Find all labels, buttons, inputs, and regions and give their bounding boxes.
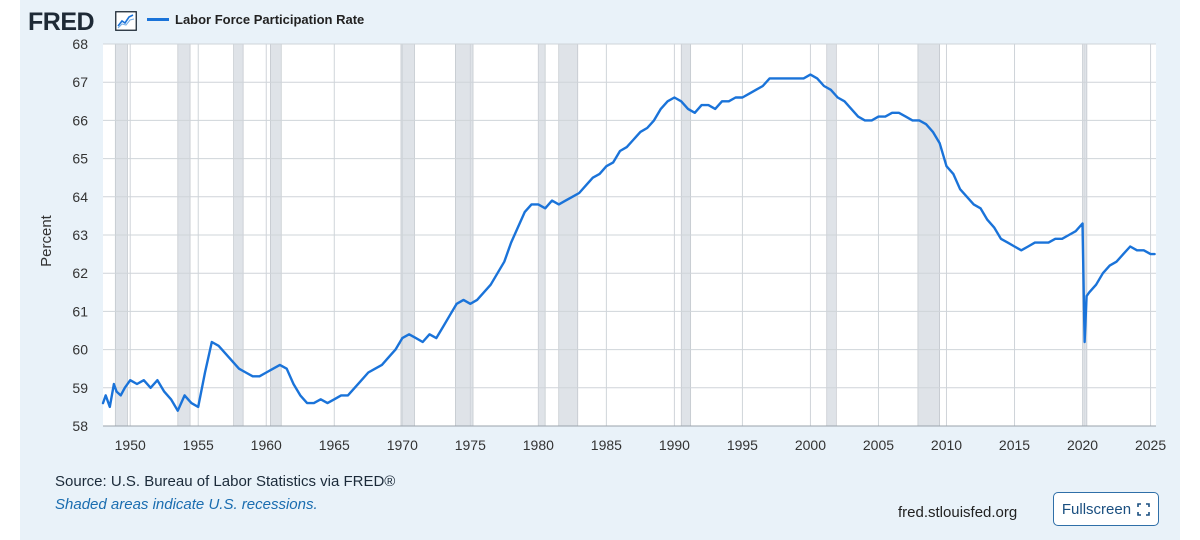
recession-note: Shaded areas indicate U.S. recessions. xyxy=(55,496,318,513)
fullscreen-icon xyxy=(1137,502,1150,516)
fullscreen-button[interactable]: Fullscreen xyxy=(1053,492,1159,526)
x-tick-label: 1985 xyxy=(591,437,622,453)
x-tick-label: 1995 xyxy=(727,437,758,453)
y-tick-label: 66 xyxy=(72,112,88,128)
y-tick-label: 65 xyxy=(72,151,88,167)
x-tick-label: 1980 xyxy=(523,437,554,453)
x-tick-label: 1960 xyxy=(251,437,282,453)
x-tick-label: 1990 xyxy=(659,437,690,453)
x-tick-label: 2000 xyxy=(795,437,826,453)
x-tick-label: 2025 xyxy=(1135,437,1166,453)
graph-icon xyxy=(115,11,137,31)
x-tick-label: 1965 xyxy=(319,437,350,453)
legend-swatch xyxy=(147,18,169,21)
x-tick-label: 2020 xyxy=(1067,437,1098,453)
y-axis-ticks: 58 59 60 61 62 63 64 65 66 67 68 xyxy=(72,36,88,434)
series-line-labor-force-participation-rate xyxy=(101,73,1156,412)
y-tick-label: 59 xyxy=(72,380,88,396)
x-axis-ticks: 1950 1955 1960 1965 1970 1975 1980 1985 1990 1995… xyxy=(115,437,1167,453)
y-tick-label: 67 xyxy=(72,74,88,90)
y-axis-label: Percent xyxy=(38,214,55,267)
x-tick-label: 2010 xyxy=(931,437,962,453)
fullscreen-label: Fullscreen xyxy=(1061,500,1132,518)
y-tick-label: 62 xyxy=(72,265,88,281)
y-tick-label: 63 xyxy=(72,227,88,243)
source-text: Source: U.S. Bureau of Labor Statistics … xyxy=(55,473,396,490)
x-tick-label: 2005 xyxy=(863,437,894,453)
x-tick-label: 2015 xyxy=(999,437,1030,453)
fred-logo[interactable]: FRED xyxy=(28,8,95,36)
legend: Labor Force Participation Rate xyxy=(147,12,364,27)
series-layer xyxy=(101,73,1156,412)
legend-label: Labor Force Participation Rate xyxy=(175,12,365,27)
y-tick-label: 58 xyxy=(72,418,88,434)
x-tick-label: 1955 xyxy=(183,437,214,453)
x-tick-label: 1970 xyxy=(387,437,418,453)
y-tick-label: 68 xyxy=(72,36,88,52)
x-tick-label: 1975 xyxy=(455,437,486,453)
site-url[interactable]: fred.stlouisfed.org xyxy=(898,504,1018,521)
grid-lines xyxy=(103,43,1156,427)
y-tick-label: 61 xyxy=(72,303,88,319)
y-tick-label: 64 xyxy=(72,189,88,205)
x-tick-label: 1950 xyxy=(115,437,146,453)
y-tick-label: 60 xyxy=(72,342,88,358)
